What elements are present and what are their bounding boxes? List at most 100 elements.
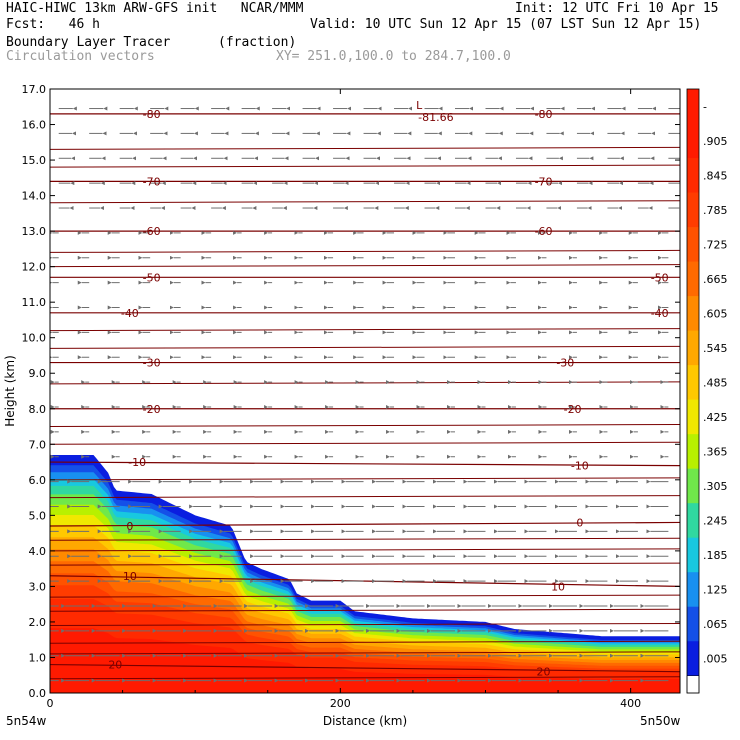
- y-tick-label: 5.0: [29, 509, 47, 522]
- contour-line: [50, 548, 680, 552]
- colorbar-label: .125: [703, 583, 728, 596]
- contour-label: -20: [564, 403, 582, 416]
- contour-line: [50, 249, 680, 253]
- figure-title: HAIC-HIWC 13km ARW-GFS init NCAR/MMM: [6, 1, 304, 16]
- contour-line: [50, 200, 680, 204]
- colorbar-swatch: [687, 537, 699, 573]
- y-tick-label: 6.0: [29, 474, 47, 487]
- contour-label: 0: [126, 520, 133, 533]
- x-tick-label: 200: [330, 697, 351, 710]
- y-tick-label: 10.0: [22, 332, 47, 345]
- contour-label: -50: [143, 271, 161, 284]
- contour-labels: -80 -80 -70 -70 -60 -60 -50 -50 -40 -40 -30 -30 -20 -…: [108, 108, 669, 679]
- y-tick-label: 14.0: [22, 190, 47, 203]
- y-tick-label: 1.0: [29, 651, 47, 664]
- y-tick-label: 2.0: [29, 616, 47, 629]
- x-tick-label: 400: [620, 697, 641, 710]
- contour-line: [50, 663, 680, 673]
- contour-line: [50, 264, 680, 268]
- contour-line: [50, 441, 680, 445]
- colorbar-swatch: [687, 365, 699, 401]
- colorbar-label: .305: [703, 480, 728, 493]
- valid-time: Valid: 10 UTC Sun 12 Apr 15 (07 LST Sun …: [310, 17, 702, 32]
- contour-line: [50, 477, 680, 481]
- contour-line: [50, 562, 680, 566]
- init-time: Init: 12 UTC Fri 10 Apr 15: [515, 1, 719, 16]
- x-axis: 0 200 400: [47, 89, 641, 710]
- contour-label: -40: [121, 307, 139, 320]
- colorbar-label: .665: [703, 273, 728, 286]
- colorbar-swatch: [686, 675, 700, 694]
- colorbar: - .905 .845 .785 .725 .665 .605 .545 .485 .425 .36…: [686, 88, 728, 694]
- colorbar-swatch: [687, 261, 699, 297]
- x-tick-label: 0: [47, 697, 54, 710]
- contour-label: -30: [556, 357, 574, 370]
- colorbar-swatch: [687, 89, 699, 125]
- colorbar-label: .605: [703, 307, 728, 320]
- y-axis: 0.0 1.0 2.0 3.0 4.0 5.0 6.0 7.0 8.0 9.0 10.0 11.0 12…: [22, 83, 680, 700]
- contour-label: 20: [537, 666, 551, 679]
- colorbar-swatch: [687, 192, 699, 228]
- contour-line: [50, 495, 680, 499]
- contour-label: 10: [123, 570, 137, 583]
- contour-label: -30: [143, 357, 161, 370]
- y-tick-label: 11.0: [22, 296, 47, 309]
- colorbar-label: .245: [703, 514, 728, 527]
- plot-frame: [49, 88, 681, 694]
- contour-line: [50, 537, 680, 541]
- temperature-contours: [50, 89, 680, 680]
- colorbar-label: .485: [703, 376, 728, 389]
- colorbar-swatch: [687, 399, 699, 435]
- forecast-hour: Fcst: 46 h: [6, 17, 100, 32]
- colorbar-swatch: [687, 158, 699, 194]
- y-tick-label: 4.0: [29, 545, 47, 558]
- y-tick-label: 15.0: [22, 154, 47, 167]
- colorbar-swatch: [687, 434, 699, 470]
- vector-field-name: Circulation vectors: [6, 49, 155, 64]
- contour-line: [50, 640, 680, 644]
- colorbar-label: .725: [703, 238, 728, 251]
- x-axis-label: Distance (km): [323, 714, 407, 728]
- contour-line: [50, 424, 680, 428]
- colorbar-swatch: [687, 606, 699, 642]
- contour-line: [50, 461, 680, 467]
- colorbar-swatch: [687, 123, 699, 159]
- y-tick-label: 16.0: [22, 119, 47, 132]
- y-tick-label: 17.0: [22, 83, 47, 96]
- colorbar-swatch: [687, 296, 699, 332]
- contour-line: [50, 164, 680, 168]
- colorbar-label: .065: [703, 618, 728, 631]
- colorbar-label: .005: [703, 652, 728, 665]
- left-corner-label: 5n54w: [6, 714, 47, 728]
- colorbar-swatch: [687, 503, 699, 539]
- colorbar-swatch: [687, 641, 699, 677]
- minimum-label: L-81.66: [416, 99, 453, 124]
- colorbar-label: .365: [703, 445, 728, 458]
- colorbar-swatch: [687, 330, 699, 366]
- y-tick-label: 13.0: [22, 225, 47, 238]
- colorbar-label: .905: [703, 135, 728, 148]
- colorbar-label: .425: [703, 411, 728, 424]
- tracer-field: [50, 455, 680, 693]
- colorbar-label: .185: [703, 549, 728, 562]
- contour-line: [50, 146, 680, 150]
- contour-label: -80: [535, 108, 553, 121]
- contour-label: -80: [143, 108, 161, 121]
- contour-label: 0: [576, 516, 583, 529]
- y-tick-label: 8.0: [29, 403, 47, 416]
- minimum-letter: L: [416, 99, 423, 112]
- y-tick-label: 3.0: [29, 580, 47, 593]
- y-tick-label: 7.0: [29, 438, 47, 451]
- contour-line: [50, 594, 680, 598]
- contour-label: -60: [535, 225, 553, 238]
- y-tick-label: 0.0: [29, 687, 47, 700]
- contour-line: [50, 651, 680, 655]
- contour-line: [50, 622, 680, 626]
- contour-label: -40: [651, 307, 669, 320]
- contour-label: -10: [128, 456, 146, 469]
- y-tick-label: 12.0: [22, 261, 47, 274]
- contour-label: -10: [571, 460, 589, 473]
- contour-label: -60: [143, 225, 161, 238]
- field-name: Boundary Layer Tracer: [6, 35, 171, 50]
